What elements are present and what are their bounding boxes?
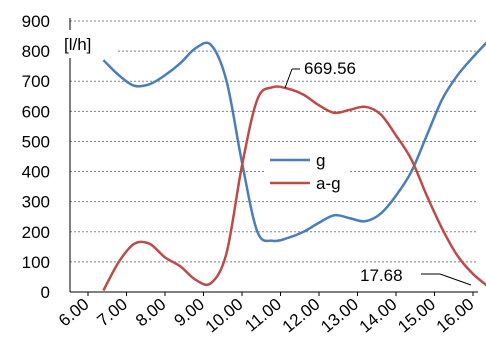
annotation-peak-bg — [300, 56, 364, 80]
annotation-peak-leader — [284, 68, 293, 89]
axes — [69, 18, 478, 293]
y-tick-label: 700 — [22, 72, 50, 91]
x-tick-label: 13.00 — [317, 295, 362, 337]
y-tick-label: 300 — [22, 193, 50, 212]
x-tick-label: 12.00 — [279, 295, 324, 337]
annotation-peak: 669.56 — [284, 56, 364, 89]
x-tick-label: 7.00 — [94, 295, 132, 331]
y-tick-label: 400 — [22, 163, 50, 182]
annotation-end-leader-diag — [439, 273, 472, 286]
y-tick-label: 200 — [22, 223, 50, 242]
annotation-peak-label: 669.56 — [304, 59, 356, 78]
series-lines — [102, 41, 486, 292]
x-tick-label: 16.00 — [433, 295, 478, 337]
series-line-g — [102, 41, 486, 243]
y-tick-label: 100 — [22, 253, 50, 272]
y-tick-label: 900 — [22, 12, 50, 31]
x-tick-label: 11.00 — [241, 295, 285, 336]
x-tick-label: 8.00 — [132, 295, 170, 331]
y-axis-label: [l/h] — [64, 35, 91, 54]
y-tick-label: 600 — [22, 102, 50, 121]
y-tick-labels: 0 100 200 300 400 500 600 700 800 900 — [22, 12, 50, 302]
series-line-a-g — [102, 85, 486, 292]
y-tick-label: 500 — [22, 132, 50, 151]
grid-lines — [70, 20, 478, 263]
x-tick-label: 10.00 — [202, 295, 247, 337]
y-tick-label: 800 — [22, 42, 50, 61]
legend-label-g: g — [316, 151, 325, 170]
x-tick-labels: 6.00 7.00 8.00 9.0010.0011.0012.0013.0014.0… — [55, 292, 478, 336]
annotation-end-bg — [356, 264, 416, 288]
legend-label-a-g: a-g — [316, 174, 341, 193]
x-tick-label: 15.00 — [394, 295, 439, 337]
x-tick-label: 9.00 — [171, 295, 209, 331]
x-tick-label: 6.00 — [55, 295, 93, 331]
legend: g a-g — [266, 146, 350, 193]
annotation-end: 17.68 — [356, 264, 472, 288]
x-tick-label: 14.00 — [356, 295, 401, 337]
y-tick-label: 0 — [41, 283, 50, 302]
annotation-end-label: 17.68 — [360, 266, 403, 285]
y-axis-label-bg — [60, 30, 116, 58]
legend-bg — [266, 146, 350, 192]
